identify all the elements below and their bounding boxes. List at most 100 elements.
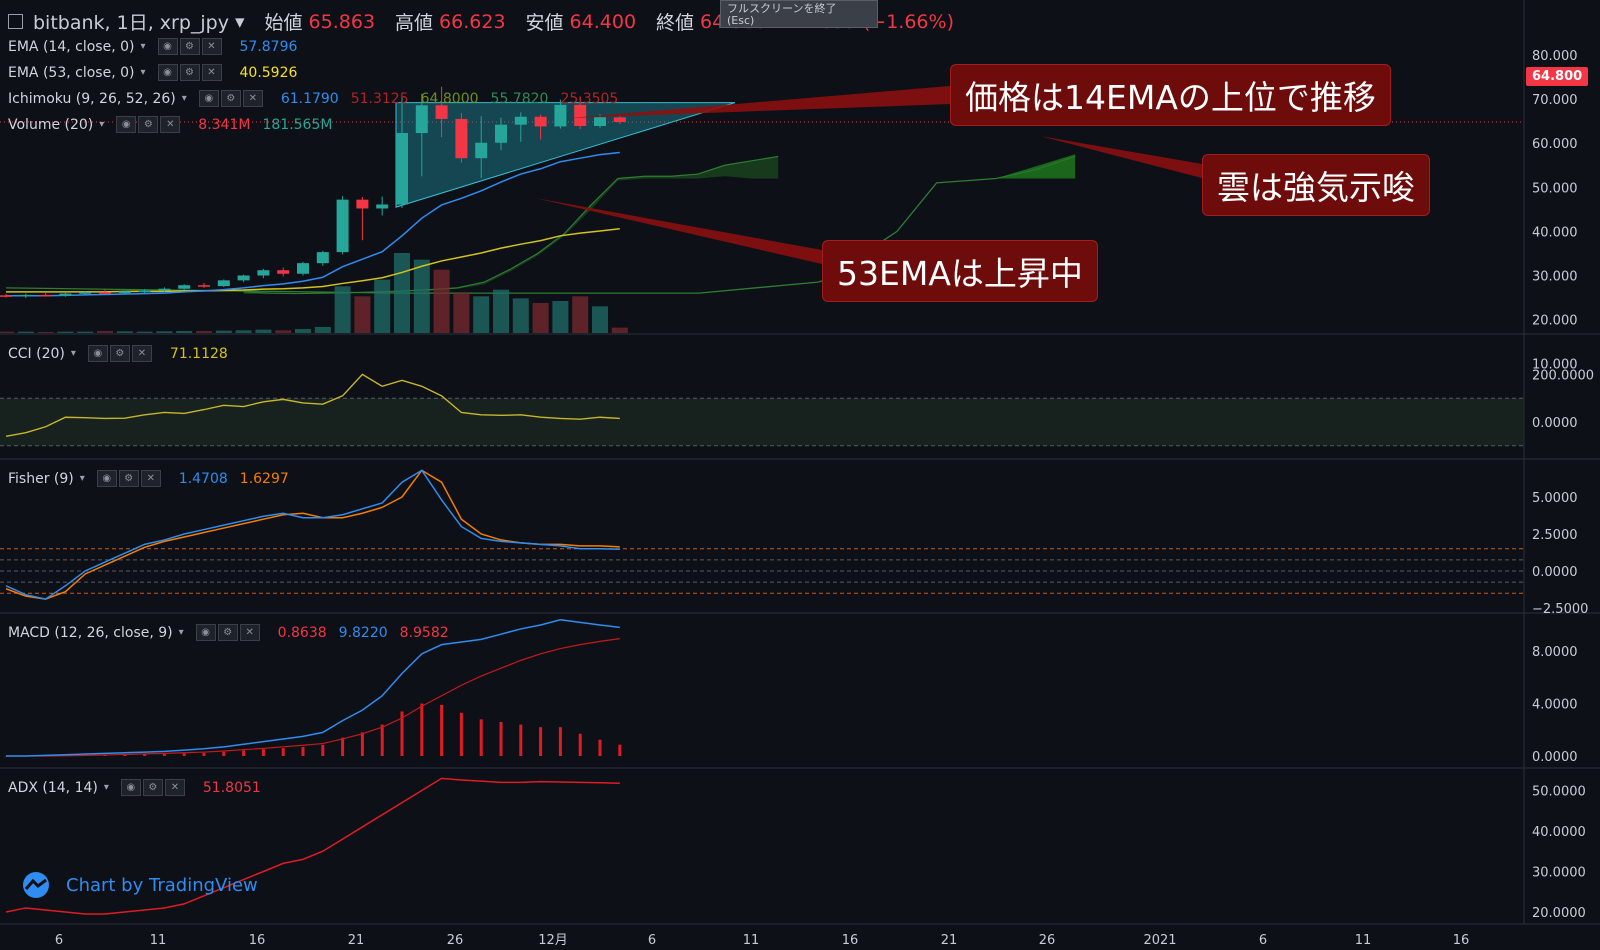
eye-icon[interactable]: ◉: [87, 345, 108, 362]
candle-body: [495, 124, 507, 143]
low-label: 安値: [525, 12, 564, 34]
volume-bar: [611, 327, 628, 333]
volume-bar: [37, 332, 54, 333]
macd-histogram-bar: [440, 704, 444, 756]
close-icon[interactable]: ✕: [242, 90, 263, 107]
legend-fisher[interactable]: Fisher (9) ▾ ◉ ⚙ ✕ 1.4708 1.6297: [8, 470, 289, 487]
candle-body: [217, 280, 230, 287]
volume-bar: [57, 331, 74, 333]
eye-icon[interactable]: ◉: [96, 470, 117, 487]
legend-fisher-value-2: 1.6297: [239, 470, 289, 487]
chevron-down-icon[interactable]: ▾: [234, 10, 245, 33]
chevron-down-icon[interactable]: ▾: [181, 93, 187, 104]
eye-icon[interactable]: ◉: [195, 624, 216, 641]
candle-body: [316, 252, 329, 264]
gear-icon[interactable]: ⚙: [142, 779, 163, 796]
chevron-down-icon[interactable]: ▾: [140, 67, 146, 78]
volume-bar: [572, 296, 589, 333]
adx-axis-tick: 50.0000: [1532, 785, 1586, 800]
symbol-title[interactable]: bitbank, 1日, xrp_jpy: [33, 12, 229, 34]
chevron-down-icon[interactable]: ▾: [79, 473, 85, 484]
legend-adx[interactable]: ADX (14, 14) ▾ ◉ ⚙ ✕ 51.8051: [8, 779, 261, 796]
close-icon[interactable]: ✕: [201, 38, 222, 55]
chevron-down-icon[interactable]: ▾: [178, 627, 184, 638]
legend-controls: ◉ ⚙ ✕: [116, 116, 181, 133]
chevron-down-icon[interactable]: ▾: [99, 119, 105, 130]
legend-ichimoku-value-4: 55.7820: [490, 90, 549, 107]
gear-icon[interactable]: ⚙: [179, 38, 200, 55]
gear-icon[interactable]: ⚙: [220, 90, 241, 107]
macd-histogram-bar: [578, 733, 582, 756]
macd-histogram-bar: [301, 747, 305, 756]
time-axis-tick: 6: [648, 933, 656, 948]
ichimoku-cloud-future: [996, 154, 1076, 179]
legend-fisher-value-1: 1.4708: [178, 470, 228, 487]
time-axis-tick: 21: [348, 933, 365, 948]
legend-macd-value-3: 8.9582: [399, 624, 449, 641]
ema53-line: [6, 228, 620, 293]
price-axis-tick: 70.000: [1532, 93, 1578, 108]
candle-body: [356, 199, 369, 209]
eye-icon[interactable]: ◉: [120, 779, 141, 796]
candle-body: [158, 288, 171, 291]
legend-macd[interactable]: MACD (12, 26, close, 9) ▾ ◉ ⚙ ✕ 0.8638 9.82…: [8, 624, 449, 641]
close-icon[interactable]: ✕: [201, 64, 222, 81]
chevron-down-icon[interactable]: ▾: [70, 348, 76, 359]
eye-icon[interactable]: ◉: [198, 90, 219, 107]
gear-icon[interactable]: ⚙: [217, 624, 238, 641]
macd-histogram-bar: [499, 721, 503, 756]
fisher-axis-tick: 0.0000: [1532, 565, 1578, 580]
eye-icon[interactable]: ◉: [157, 64, 178, 81]
chevron-down-icon[interactable]: ▾: [140, 41, 146, 52]
candle-body: [59, 293, 72, 296]
gear-icon[interactable]: ⚙: [179, 64, 200, 81]
watermark-text: Chart by TradingView: [66, 874, 258, 896]
high-label: 高値: [395, 12, 434, 34]
volume-bar: [453, 293, 470, 333]
volume-bar: [196, 331, 212, 333]
cci-line: [5, 373, 620, 437]
adx-line: [5, 777, 620, 915]
gear-icon[interactable]: ⚙: [118, 470, 139, 487]
eye-icon[interactable]: ◉: [116, 116, 137, 133]
tradingview-watermark[interactable]: Chart by TradingView: [20, 872, 258, 898]
close-icon[interactable]: ✕: [140, 470, 161, 487]
gear-icon[interactable]: ⚙: [109, 345, 130, 362]
collapse-toggle-icon[interactable]: [8, 14, 23, 29]
close-icon[interactable]: ✕: [239, 624, 260, 641]
price-axis-tick: 50.000: [1532, 181, 1578, 196]
candle-body: [336, 199, 349, 253]
callout-pointer: [1040, 136, 1202, 178]
close-label: 終値: [656, 12, 695, 34]
legend-ichimoku[interactable]: Ichimoku (9, 26, 52, 26) ▾ ◉ ⚙ ✕ 61.1790 51…: [8, 90, 618, 107]
chevron-down-icon[interactable]: ▾: [103, 782, 109, 793]
legend-ema53[interactable]: EMA (53, close, 0) ▾ ◉ ⚙ ✕ 40.5926: [8, 64, 297, 81]
legend-ichimoku-value-5: 25.3505: [560, 90, 619, 107]
legend-ema14-name: EMA (14, close, 0): [8, 38, 135, 55]
volume-bar: [552, 301, 569, 333]
low-value: 64.400: [569, 10, 637, 33]
volume-bar: [413, 259, 430, 333]
time-axis-tick: 21: [941, 933, 958, 948]
legend-volume[interactable]: Volume (20) ▾ ◉ ⚙ ✕ 8.341M 181.565M: [8, 116, 332, 133]
legend-cci[interactable]: CCI (20) ▾ ◉ ⚙ ✕ 71.1128: [8, 345, 228, 362]
open-label: 始値: [264, 12, 303, 34]
volume-bar: [493, 289, 509, 333]
legend-controls: ◉ ⚙ ✕: [87, 345, 152, 362]
close-icon[interactable]: ✕: [131, 345, 152, 362]
gear-icon[interactable]: ⚙: [138, 116, 159, 133]
close-icon[interactable]: ✕: [160, 116, 181, 133]
macd-axis-tick: 4.0000: [1532, 698, 1578, 713]
legend-ema53-name: EMA (53, close, 0): [8, 64, 135, 81]
legend-ema14[interactable]: EMA (14, close, 0) ▾ ◉ ⚙ ✕ 57.8796: [8, 38, 297, 55]
close-icon[interactable]: ✕: [164, 779, 185, 796]
cci-axis-tick: 0.0000: [1532, 416, 1578, 431]
eye-icon[interactable]: ◉: [157, 38, 178, 55]
volume-bar: [77, 331, 94, 333]
time-axis-tick: 2021: [1143, 933, 1176, 948]
open-value: 65.863: [308, 10, 376, 33]
candle-body: [475, 142, 488, 159]
time-axis-tick: 11: [150, 933, 167, 948]
macd-histogram-bar: [162, 754, 166, 756]
